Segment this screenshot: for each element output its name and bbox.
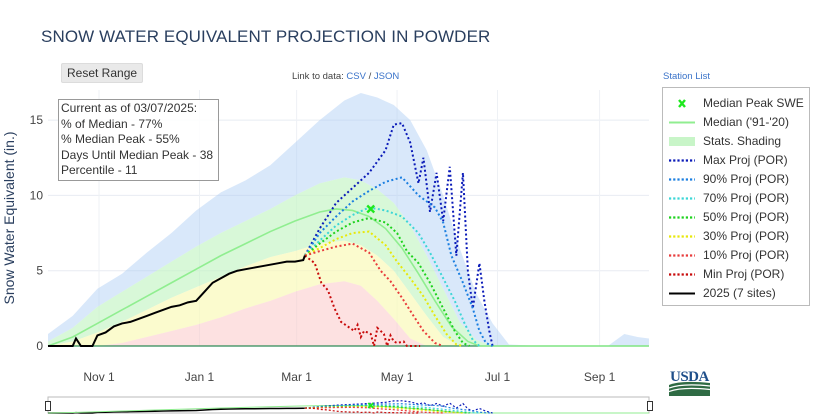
page-title: SNOW WATER EQUIVALENT PROJECTION IN POWD… xyxy=(41,27,491,46)
current-2025-line xyxy=(48,255,306,347)
legend-swatch xyxy=(669,235,695,238)
x-tick-label: Nov 1 xyxy=(83,370,115,384)
legend-item-label: Median ('91-'20) xyxy=(703,115,789,129)
legend-swatch xyxy=(669,197,695,200)
legend-item-label: Stats. Shading xyxy=(703,134,782,148)
reset-range-button[interactable]: Reset Range xyxy=(61,63,144,83)
legend-item-label: Max Proj (POR) xyxy=(703,153,788,167)
info-line-median-peak-pct: % Median Peak - 55% xyxy=(61,132,180,147)
projection-line-70pct xyxy=(304,206,481,347)
projection-line-50pct xyxy=(304,216,470,347)
legend-swatch xyxy=(669,121,695,124)
legend-item[interactable]: Stats. Shading xyxy=(663,132,809,151)
shading-upper-band xyxy=(48,93,649,346)
range-slider-2025-line xyxy=(48,407,305,414)
y-tick-label: 5 xyxy=(36,264,43,278)
range-slider-projection xyxy=(304,405,470,414)
range-slider-projection xyxy=(304,406,463,414)
legend-item-label: 30% Proj (POR) xyxy=(703,229,790,243)
y-tick-label: 15 xyxy=(30,113,44,127)
info-line-date: Current as of 03/07/2025: xyxy=(61,101,198,115)
x-tick-label: Jul 1 xyxy=(485,370,511,384)
legend-item[interactable]: 70% Proj (POR) xyxy=(663,189,809,208)
legend-item-label: 2025 (7 sites) xyxy=(703,286,776,300)
shading-lower-mid-band xyxy=(48,240,649,346)
x-tick-label: May 1 xyxy=(381,370,414,384)
x-tick-label: Mar 1 xyxy=(281,370,312,384)
json-link[interactable]: JSON xyxy=(373,71,400,82)
legend-swatch xyxy=(669,273,695,276)
range-slider-left-handle[interactable] xyxy=(45,401,51,411)
legend-item[interactable]: Median ('91-'20) xyxy=(663,113,809,132)
legend-item-label: 90% Proj (POR) xyxy=(703,172,790,186)
legend-item[interactable]: Max Proj (POR) xyxy=(663,151,809,170)
svg-text:USDA: USDA xyxy=(670,369,710,385)
projection-line-max xyxy=(303,122,494,347)
info-line-percentile: Percentile - 11 xyxy=(61,163,138,178)
usda-logo: USDA xyxy=(668,366,711,401)
current-status-box: Current as of 03/07/2025: % of Median - … xyxy=(58,99,219,181)
legend-item[interactable]: 2025 (7 sites) xyxy=(663,284,809,303)
data-links-label: Link to data: xyxy=(292,71,344,82)
shading-lower-band xyxy=(48,281,649,346)
legend-item-label: 10% Proj (POR) xyxy=(703,248,790,262)
range-slider-right-handle[interactable] xyxy=(647,401,653,411)
range-slider-projection xyxy=(304,406,444,414)
y-tick-label: 0 xyxy=(36,339,43,353)
links-separator: / xyxy=(368,71,372,82)
median-peak-marker xyxy=(366,204,376,214)
legend-item[interactable]: 50% Proj (POR) xyxy=(663,208,809,227)
range-slider-peak-marker xyxy=(367,402,374,409)
legend-item-label: 50% Proj (POR) xyxy=(703,210,790,224)
csv-link[interactable]: CSV xyxy=(346,71,366,82)
legend-item[interactable]: Min Proj (POR) xyxy=(663,265,809,284)
legend-swatch xyxy=(669,159,695,162)
median-line xyxy=(47,208,649,347)
x-tick-label: Sep 1 xyxy=(584,370,616,384)
legend-swatch xyxy=(669,216,695,219)
y-axis-label: Snow Water Equivalent (in.) xyxy=(1,132,17,305)
projection-line-30pct xyxy=(304,230,464,347)
projection-line-min xyxy=(304,254,421,350)
projection-line-90pct xyxy=(304,176,493,347)
legend-item-label: Median Peak SWE xyxy=(703,96,804,110)
x-tick-label: Jan 1 xyxy=(185,370,215,384)
info-line-days-until-peak: Days Until Median Peak - 38 xyxy=(61,147,214,162)
y-tick-label: 10 xyxy=(30,188,44,202)
legend-swatch xyxy=(669,178,695,181)
legend-item[interactable]: 10% Proj (POR) xyxy=(663,246,809,265)
legend-item[interactable]: 90% Proj (POR) xyxy=(663,170,809,189)
info-line-median-pct: % of Median - 77% xyxy=(61,116,163,131)
legend-swatch xyxy=(669,292,695,295)
legend-item-label: Min Proj (POR) xyxy=(703,267,785,281)
legend-swatch xyxy=(669,137,695,146)
data-links: Link to data: CSV / JSON xyxy=(292,71,399,82)
station-list-link[interactable]: Station List xyxy=(663,71,710,82)
shading-middle-band xyxy=(48,177,649,346)
range-slider-projection xyxy=(304,404,480,414)
legend-swatch xyxy=(678,99,686,108)
legend-item[interactable]: Median Peak SWE xyxy=(663,94,809,113)
legend-swatch xyxy=(669,254,695,257)
range-slider-projection xyxy=(304,403,493,414)
legend-item[interactable]: 30% Proj (POR) xyxy=(663,227,809,246)
legend-item-label: 70% Proj (POR) xyxy=(703,191,790,205)
chart-legend: Median Peak SWE Median ('91-'20) Stats. Sh… xyxy=(662,87,810,306)
